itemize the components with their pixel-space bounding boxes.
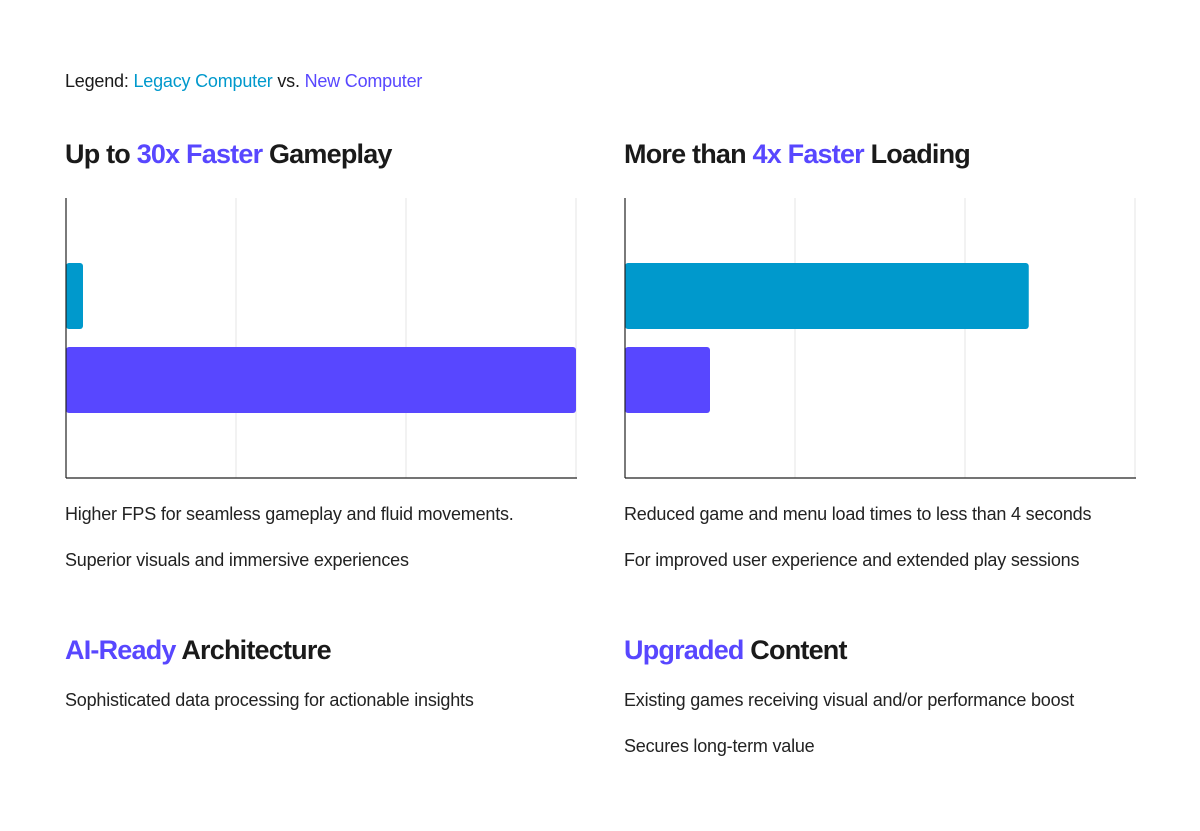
content-line-2: Secures long-term value	[624, 736, 815, 756]
legacy-bar	[66, 263, 83, 329]
legend-vs: vs.	[272, 71, 305, 91]
loading-line-1: Reduced game and menu load times to less…	[624, 504, 1092, 524]
loading-heading: More than 4x Faster Loading	[624, 139, 971, 170]
legend: Legend: Legacy Computer vs. New Computer	[65, 71, 422, 92]
legend-legacy-label: Legacy Computer	[133, 71, 273, 91]
new-bar	[66, 347, 576, 413]
ai-heading: AI-Ready Architecture	[65, 635, 332, 666]
gameplay-line-1: Higher FPS for seamless gameplay and flu…	[65, 504, 514, 524]
content-line-1: Existing games receiving visual and/or p…	[624, 690, 1075, 710]
gameplay-heading: Up to 30x Faster Gameplay	[65, 139, 392, 170]
loading-line-2: For improved user experience and extende…	[624, 550, 1080, 570]
loading-title-prefix: More than	[624, 139, 753, 169]
gameplay-chart-svg	[65, 198, 577, 479]
gameplay-chart	[60, 194, 580, 484]
loading-title-highlight: 4x Faster	[752, 139, 865, 169]
ai-title-highlight: AI-Ready	[65, 635, 176, 665]
content-heading: Upgraded Content	[624, 635, 847, 666]
loading-chart-svg	[624, 198, 1136, 479]
gameplay-title-suffix: Gameplay	[262, 139, 392, 169]
content-title-suffix: Content	[743, 635, 847, 665]
loading-title-suffix: Loading	[863, 139, 971, 169]
gameplay-title-prefix: Up to	[65, 139, 137, 169]
legend-prefix: Legend:	[65, 71, 134, 91]
ai-title-suffix: Architecture	[175, 635, 331, 665]
legend-new-label: New Computer	[304, 71, 423, 91]
new-bar	[625, 347, 710, 413]
legacy-bar	[625, 263, 1029, 329]
ai-line-1: Sophisticated data processing for action…	[65, 690, 474, 710]
content-title-highlight: Upgraded	[624, 635, 744, 665]
loading-chart	[619, 194, 1139, 484]
gameplay-line-2: Superior visuals and immersive experienc…	[65, 550, 409, 570]
gameplay-title-highlight: 30x Faster	[136, 139, 263, 169]
